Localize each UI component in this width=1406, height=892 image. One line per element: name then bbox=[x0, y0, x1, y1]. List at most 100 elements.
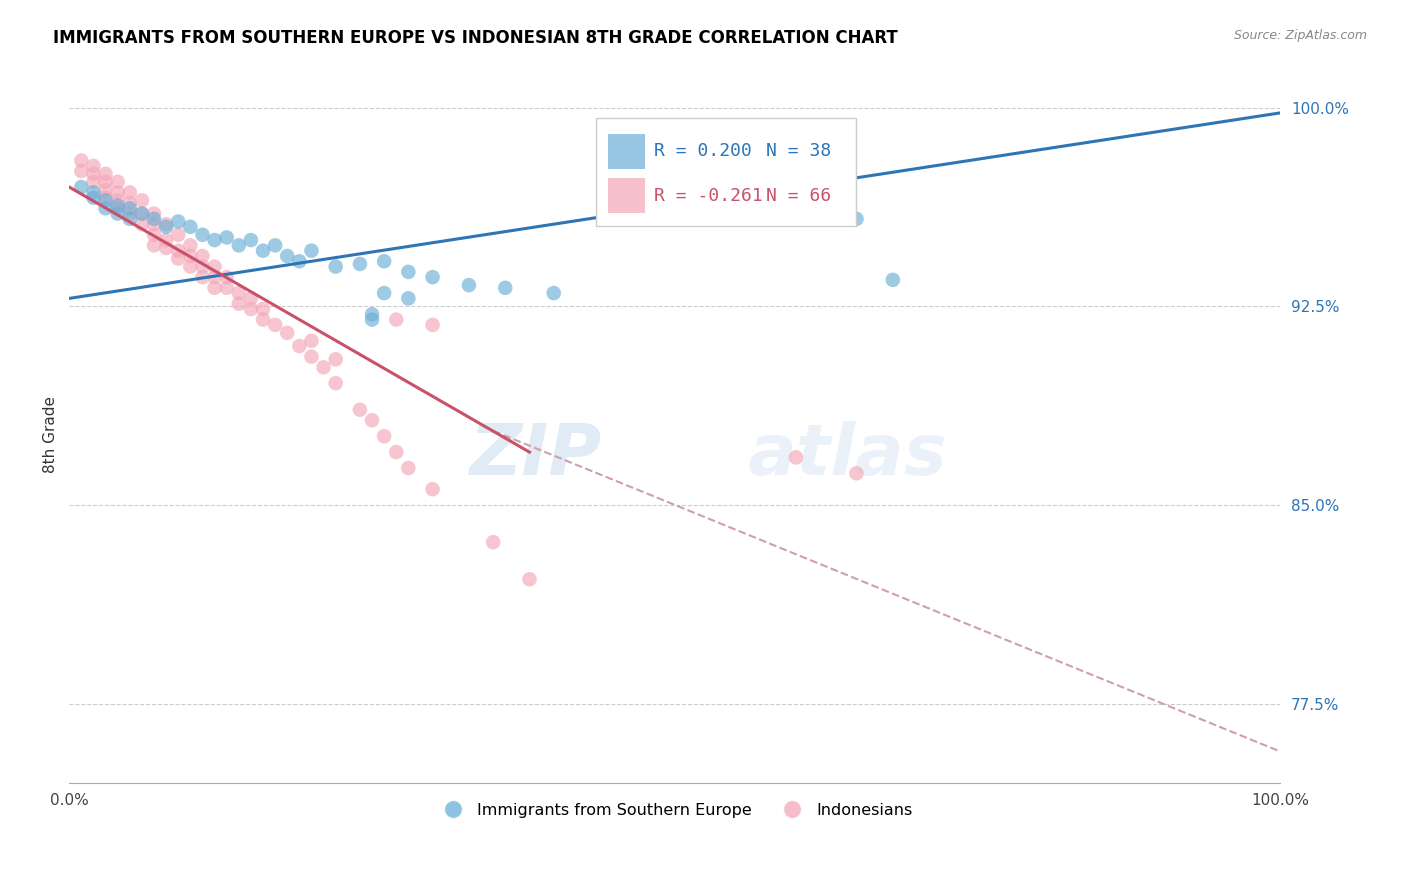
Point bbox=[385, 445, 408, 459]
FancyBboxPatch shape bbox=[609, 178, 644, 213]
Point bbox=[131, 206, 153, 220]
Point bbox=[179, 260, 201, 274]
Point bbox=[167, 244, 190, 258]
Point bbox=[845, 467, 868, 481]
Point bbox=[422, 482, 444, 496]
Point bbox=[519, 572, 541, 586]
Point bbox=[107, 186, 129, 200]
FancyBboxPatch shape bbox=[609, 134, 644, 169]
Text: R = 0.200: R = 0.200 bbox=[654, 142, 752, 161]
Point bbox=[349, 402, 371, 417]
Point bbox=[179, 249, 201, 263]
Point bbox=[373, 429, 395, 443]
Point bbox=[882, 273, 904, 287]
Point bbox=[312, 360, 335, 375]
Point bbox=[204, 260, 226, 274]
Point bbox=[70, 180, 93, 194]
Point bbox=[204, 233, 226, 247]
Point bbox=[118, 206, 141, 220]
Point bbox=[325, 352, 347, 367]
Point bbox=[191, 270, 214, 285]
Point bbox=[167, 214, 190, 228]
Point bbox=[396, 265, 419, 279]
Point bbox=[264, 238, 287, 252]
Point bbox=[191, 260, 214, 274]
Point bbox=[118, 211, 141, 226]
Point bbox=[845, 211, 868, 226]
Point bbox=[264, 318, 287, 332]
Point bbox=[276, 326, 298, 340]
Text: ZIP: ZIP bbox=[470, 421, 602, 491]
Point bbox=[118, 201, 141, 215]
Point bbox=[70, 164, 93, 178]
Point bbox=[143, 206, 166, 220]
Point bbox=[276, 249, 298, 263]
Point bbox=[94, 191, 117, 205]
Point bbox=[361, 413, 384, 427]
Point bbox=[325, 260, 347, 274]
Text: IMMIGRANTS FROM SOUTHERN EUROPE VS INDONESIAN 8TH GRADE CORRELATION CHART: IMMIGRANTS FROM SOUTHERN EUROPE VS INDON… bbox=[53, 29, 898, 46]
Point bbox=[167, 252, 190, 266]
Point bbox=[482, 535, 505, 549]
Text: Source: ZipAtlas.com: Source: ZipAtlas.com bbox=[1233, 29, 1367, 42]
Point bbox=[422, 318, 444, 332]
Point bbox=[82, 167, 104, 181]
Text: R = -0.261: R = -0.261 bbox=[654, 186, 763, 205]
Point bbox=[118, 186, 141, 200]
Point bbox=[228, 296, 250, 310]
Point bbox=[107, 199, 129, 213]
Point bbox=[252, 312, 274, 326]
Point bbox=[82, 191, 104, 205]
Point bbox=[94, 201, 117, 215]
Point bbox=[301, 244, 323, 258]
Point bbox=[543, 286, 565, 301]
Point bbox=[107, 194, 129, 208]
Text: atlas: atlas bbox=[748, 421, 948, 491]
Point bbox=[228, 238, 250, 252]
Point bbox=[167, 227, 190, 242]
Point bbox=[155, 233, 177, 247]
Point bbox=[349, 257, 371, 271]
Point bbox=[239, 301, 262, 316]
Point bbox=[94, 194, 117, 208]
Point bbox=[301, 334, 323, 348]
Point bbox=[396, 292, 419, 306]
Point bbox=[288, 339, 311, 353]
Point bbox=[70, 153, 93, 168]
FancyBboxPatch shape bbox=[596, 118, 856, 226]
Point bbox=[239, 292, 262, 306]
Point bbox=[215, 281, 238, 295]
Point bbox=[361, 312, 384, 326]
Point bbox=[191, 249, 214, 263]
Point bbox=[494, 281, 516, 295]
Point bbox=[143, 211, 166, 226]
Point bbox=[131, 194, 153, 208]
Legend: Immigrants from Southern Europe, Indonesians: Immigrants from Southern Europe, Indones… bbox=[432, 797, 918, 824]
Point bbox=[252, 301, 274, 316]
Point bbox=[422, 270, 444, 285]
Point bbox=[94, 167, 117, 181]
Point bbox=[179, 219, 201, 234]
Point bbox=[325, 376, 347, 391]
Point bbox=[288, 254, 311, 268]
Point bbox=[373, 254, 395, 268]
Point bbox=[458, 278, 481, 293]
Point bbox=[228, 286, 250, 301]
Point bbox=[155, 241, 177, 255]
Point bbox=[94, 175, 117, 189]
Point bbox=[215, 270, 238, 285]
Point bbox=[361, 307, 384, 321]
Point bbox=[373, 286, 395, 301]
Point bbox=[143, 227, 166, 242]
Point bbox=[215, 230, 238, 244]
Point bbox=[107, 206, 129, 220]
Point bbox=[94, 183, 117, 197]
Point bbox=[191, 227, 214, 242]
Point bbox=[118, 196, 141, 211]
Text: N = 38: N = 38 bbox=[766, 142, 831, 161]
Point bbox=[143, 217, 166, 231]
Point bbox=[82, 175, 104, 189]
Point bbox=[155, 217, 177, 231]
Point bbox=[385, 312, 408, 326]
Point bbox=[396, 461, 419, 475]
